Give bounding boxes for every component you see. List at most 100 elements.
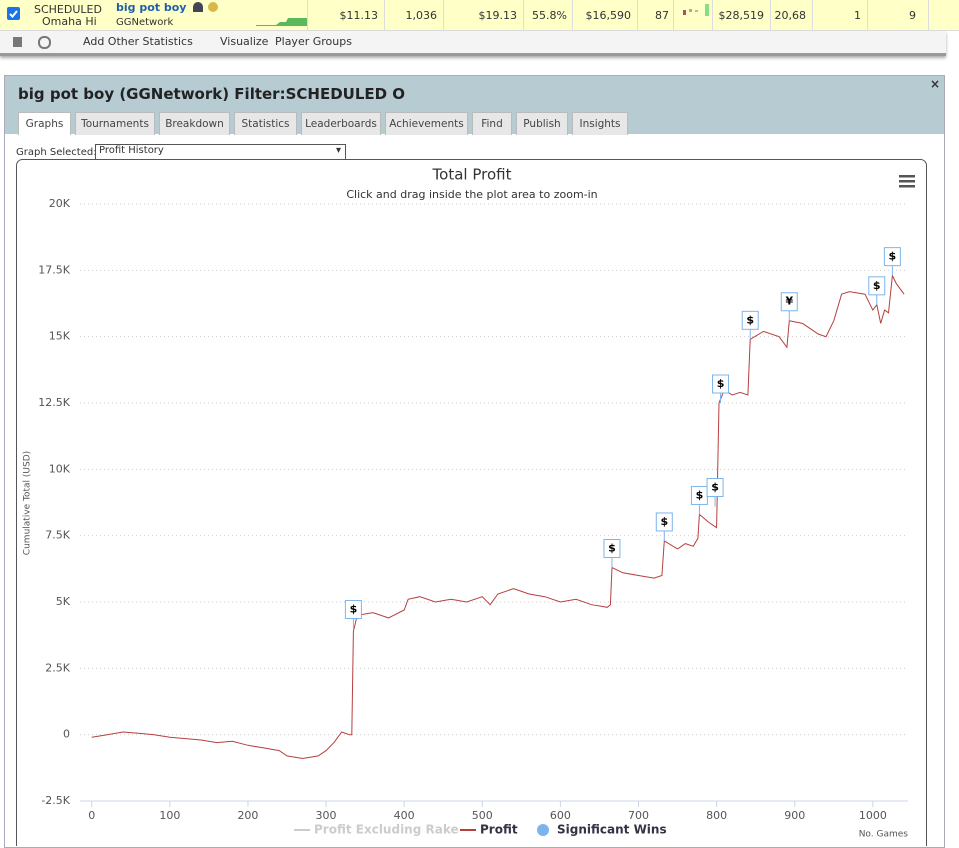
y-tick-label: 2.5K [45,661,70,674]
flag-label: $ [873,279,881,292]
sparkline [256,18,307,26]
x-tick-label: 200 [237,809,258,822]
flag-label: ¥ [785,295,793,308]
tab[interactable]: Graphs [18,112,71,135]
flag [741,310,759,330]
chart: Total Profit Click and drag inside the p… [16,159,927,846]
y-tick-label: 15K [49,330,71,343]
cell-border [712,0,713,30]
y-tick-label: 12.5K [38,396,70,409]
flag-label: $ [696,488,704,501]
toolbar: Add Other Statistics Visualize Player Gr… [0,31,946,56]
icon [208,2,218,12]
legend-label[interactable]: Significant Wins [557,823,667,837]
stat-cell: 9 [909,9,916,22]
legend-symbol [537,824,549,836]
significant-win: $ [712,374,730,403]
stat-cell: 87 [655,9,669,22]
y-tick-label: 0 [63,728,70,741]
flag [706,477,724,497]
x-tick-label: 1000 [859,809,887,822]
flag-label: $ [608,542,616,555]
x-tick-label: 300 [316,809,337,822]
panel-title: big pot boy (GGNetwork) Filter:SCHEDULED… [18,85,406,103]
significant-win: ¥ [780,292,798,321]
close[interactable]: × [930,77,941,91]
x-tick-label: 500 [472,809,493,822]
flag [603,539,621,559]
graph-value: Profit History [99,145,164,156]
significant-win: $ [741,310,759,340]
refresh-icon[interactable] [38,36,51,49]
stat-cell: $19.13 [478,9,518,22]
significant-win: $ [868,276,886,305]
tab[interactable]: Achievements [385,112,468,135]
icon [193,2,203,12]
x-tick-label: 800 [706,809,727,822]
significant-win: $ [603,539,621,568]
cell-border [384,0,385,30]
x-tick-label: 0 [88,809,95,822]
cell-border [637,0,638,30]
player-groups[interactable]: Player Groups [275,35,352,48]
flag-label: $ [746,313,754,326]
tab[interactable]: Find [472,112,512,135]
flag-label: $ [717,377,725,390]
profit-line [91,273,905,760]
legend-label[interactable]: Profit [480,823,518,837]
checkbox[interactable] [7,7,20,20]
x-tick-label: 700 [628,809,649,822]
game: Omaha Hi [42,15,97,28]
x-tick-label: 100 [159,809,180,822]
add-stats[interactable]: Add Other Statistics [83,35,193,48]
significant-win: $ [690,485,708,515]
tab[interactable]: Publish [516,112,568,135]
player-link[interactable]: big pot boy [116,1,187,14]
cell-border [443,0,444,30]
x-tick-label: 900 [784,809,805,822]
stat-cell: 1,036 [405,9,438,22]
flag-label: $ [711,480,719,493]
chart-title: Total Profit [432,166,512,184]
visualize[interactable]: Visualize [220,35,269,48]
stat-cell: $16,590 [585,9,632,22]
chart-frame [16,159,927,846]
flag [868,276,886,296]
legend-label[interactable]: Profit Excluding Rake [314,823,459,837]
player-row: SCHEDULED Omaha Hi big pot boy GGNetwork… [0,0,959,31]
cell-border [928,0,929,30]
cell-border [307,0,308,30]
delete-icon[interactable] [13,37,22,47]
significant-win: $ [655,512,673,541]
tab[interactable]: Tournaments [75,112,155,135]
cell-border [770,0,771,30]
y-tick-label: 20K [49,197,71,210]
tab[interactable]: Statistics [234,112,297,135]
x-axis-title: No. Games [859,830,909,840]
tab[interactable]: Leaderboards [301,112,381,135]
y-tick-label: -2.5K [41,794,70,807]
tab[interactable]: Insights [572,112,628,135]
menu-icon[interactable] [899,175,915,188]
tab[interactable]: Breakdown [159,112,230,135]
graph-label: Graph Selected: [16,147,97,158]
chart-subtitle: Click and drag inside the plot area to z… [346,188,597,201]
stat-cell: 20,68 [774,9,807,22]
x-tick-label: 400 [394,809,415,822]
cell-border [673,0,674,30]
x-tick-label: 600 [550,809,571,822]
flag [712,374,730,394]
y-tick-label: 5K [56,595,71,608]
flag [655,512,673,532]
graph-select[interactable]: Profit History ▾ [95,144,346,160]
cell-border [572,0,573,30]
cell-border [867,0,868,30]
flag [780,292,798,312]
stat-cell: $11.13 [339,9,379,22]
flag-label: $ [889,250,897,263]
cell-border [812,0,813,30]
significant-win: $ [883,247,901,276]
mini-bars [683,4,709,16]
stat-cell: $28,519 [718,9,765,22]
